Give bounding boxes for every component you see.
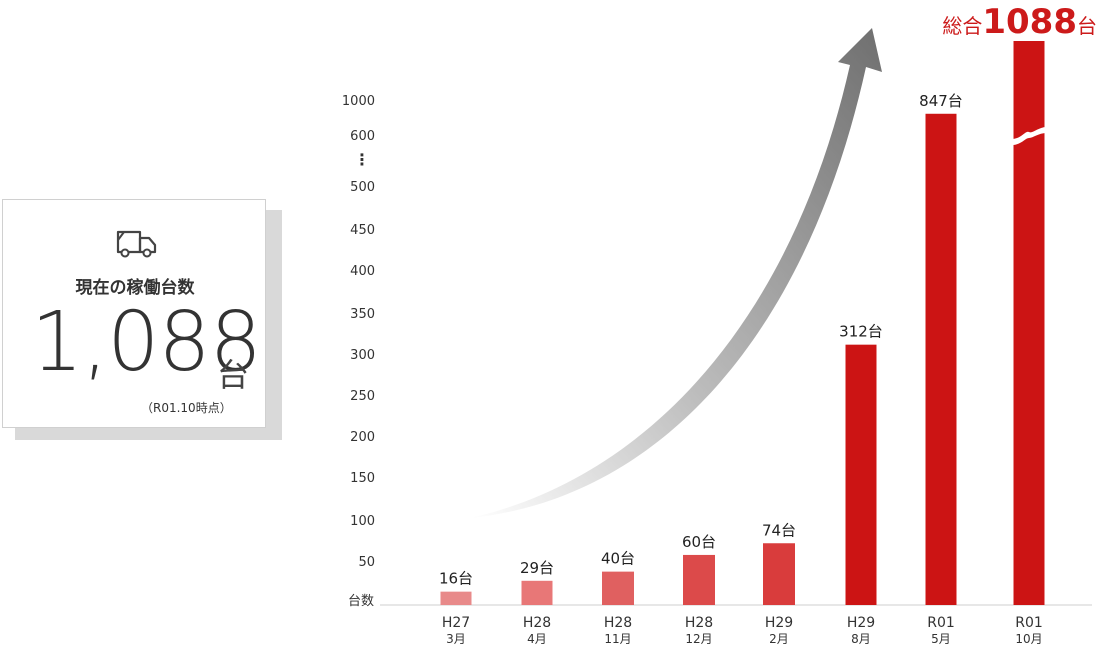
y-tick-label: 50 (358, 555, 375, 570)
y-tick-label: 100 (350, 514, 375, 529)
x-category-sublabel: 8月 (851, 632, 871, 646)
x-category-label: R01 (1015, 615, 1043, 631)
y-tick-label: 150 (350, 471, 375, 486)
truck-icon (116, 230, 157, 258)
operating-count-value: 1,088 (31, 295, 262, 390)
bar (602, 571, 634, 605)
total-suffix: 台 (1077, 14, 1097, 38)
bar (683, 554, 715, 605)
x-category-label: H28 (604, 615, 632, 631)
bar (925, 113, 957, 606)
data-label: 312台 (839, 323, 883, 341)
operating-count-unit: 台 (217, 356, 250, 394)
bar (763, 543, 795, 605)
growth-arrow (470, 28, 882, 518)
x-category-label: H29 (847, 615, 875, 631)
data-label: 847台 (919, 92, 963, 110)
card-title: 現在の稼働台数 (75, 278, 195, 298)
x-category-sublabel: 11月 (604, 632, 631, 646)
x-category-sublabel: 2月 (769, 632, 789, 646)
y-tick-label: 1000 (342, 94, 375, 109)
x-category-sublabel: 10月 (1015, 632, 1042, 646)
y-tick-label: 400 (350, 264, 375, 279)
bar-break-mark (1011, 127, 1047, 145)
data-label: 74台 (762, 521, 796, 539)
y-tick-label: 600 (350, 129, 375, 144)
y-axis-label: 台数 (348, 594, 374, 609)
bar (440, 591, 472, 605)
x-category-sublabel: 4月 (527, 632, 547, 646)
data-label: 60台 (682, 533, 716, 551)
y-tick-label: 500 (350, 180, 375, 195)
total-prefix: 総合 (942, 14, 982, 38)
bar (521, 580, 553, 605)
y-tick-label: 300 (350, 348, 375, 363)
total-value: 1088 (982, 2, 1077, 42)
x-category-label: H28 (685, 615, 713, 631)
x-category-sublabel: 3月 (446, 632, 466, 646)
y-tick-label: 350 (350, 307, 375, 322)
total-label: 総合1088台 (942, 2, 1097, 42)
x-category-sublabel: 5月 (931, 632, 951, 646)
x-category-label: H28 (523, 615, 551, 631)
x-category-label: H29 (765, 615, 793, 631)
x-category-sublabel: 12月 (685, 632, 712, 646)
y-axis-break-mark: ⋮ (354, 150, 370, 169)
operating-count-card: 現在の稼働台数 1,088 台 （R01.10時点） (2, 199, 266, 428)
as-of-note: （R01.10時点） (141, 401, 232, 415)
data-label: 16台 (439, 570, 473, 588)
x-category-label: R01 (927, 615, 955, 631)
bar (845, 344, 877, 605)
y-tick-label: 200 (350, 430, 375, 445)
y-tick-label: 450 (350, 223, 375, 238)
bar (1013, 41, 1045, 605)
x-category-label: H27 (442, 615, 470, 631)
data-label: 40台 (601, 550, 635, 568)
y-tick-label: 250 (350, 389, 375, 404)
data-label: 29台 (520, 559, 554, 577)
